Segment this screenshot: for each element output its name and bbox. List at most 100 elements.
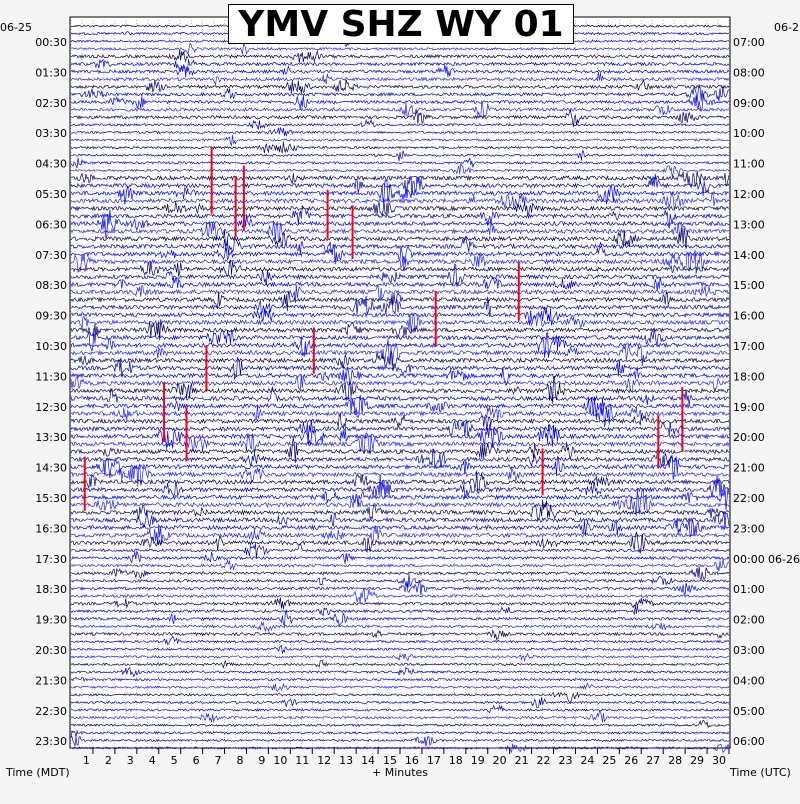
right-hour-label: 07:00 <box>733 36 765 49</box>
left-hour-label: 22:30 <box>35 705 67 718</box>
trace-row <box>70 173 730 196</box>
trace-row <box>70 682 730 692</box>
trace-row <box>70 588 730 603</box>
trace-row <box>70 94 730 112</box>
right-hour-label: 12:00 <box>733 188 765 201</box>
x-tick-label: 10 <box>273 754 287 767</box>
trace-row <box>70 157 730 169</box>
x-tick-label: 4 <box>149 754 156 767</box>
trace-row <box>70 629 730 641</box>
x-tick-label: 6 <box>193 754 200 767</box>
trace-row <box>70 249 730 274</box>
right-hour-label: 17:00 <box>733 340 765 353</box>
x-tick-label: 15 <box>383 754 397 767</box>
x-tick-label: 17 <box>427 754 441 767</box>
trace-row <box>70 42 730 55</box>
trace-row <box>70 306 730 326</box>
trace-row <box>71 49 730 63</box>
left-hour-label: 00:30 <box>35 36 67 49</box>
trace-row <box>70 200 730 217</box>
trace-row <box>70 241 730 265</box>
trace-row <box>70 454 729 480</box>
x-tick-label: 21 <box>515 754 529 767</box>
left-hour-label: 04:30 <box>35 158 67 171</box>
trace-row <box>70 597 730 610</box>
right-hour-label: 15:00 <box>733 279 765 292</box>
trace-row <box>70 487 730 517</box>
trace-row <box>70 276 730 292</box>
x-tick-label: 2 <box>105 754 112 767</box>
trace-row <box>70 64 730 78</box>
label-layer: 06-25 06-2 00:30 01:30 02:30 03:30 04:30 05:30 0… <box>0 21 800 779</box>
trace-row <box>70 100 730 119</box>
right-date-label: 06-2 <box>774 21 799 34</box>
left-hour-label: 11:30 <box>35 370 67 383</box>
trace-row <box>70 58 730 73</box>
trace-row <box>70 558 730 572</box>
x-tick-label: 28 <box>668 754 682 767</box>
x-tick-label: 9 <box>258 754 265 767</box>
left-hour-label: 13:30 <box>35 431 67 444</box>
left-hour-label: 15:30 <box>35 492 67 505</box>
left-hour-label: 05:30 <box>35 188 67 201</box>
trace-row <box>70 290 730 312</box>
trace-row <box>70 579 730 596</box>
trace-row <box>70 437 730 463</box>
trace-row <box>70 419 730 441</box>
right-hour-label: 22:00 <box>733 492 765 505</box>
trace-row <box>70 524 730 545</box>
trace-row <box>70 519 730 537</box>
x-tick-label: 18 <box>449 754 463 767</box>
right-hour-label: 08:00 <box>733 66 765 79</box>
trace-row <box>70 609 730 628</box>
trace-row <box>70 704 730 714</box>
trace-row <box>70 284 730 303</box>
trace-row <box>70 150 730 162</box>
left-axis-label: Time (MDT) <box>5 766 70 779</box>
left-hour-label: 08:30 <box>35 279 67 292</box>
right-hour-label: 21:00 <box>733 462 765 475</box>
x-tick-label: 12 <box>317 754 331 767</box>
trace-row <box>70 295 730 318</box>
trace-row <box>70 710 730 723</box>
right-hour-label: 13:00 <box>733 218 765 231</box>
x-tick-label: 14 <box>361 754 375 767</box>
trace-row <box>70 311 730 332</box>
trace-row <box>70 220 730 242</box>
right-hour-label: 10:00 <box>733 127 765 140</box>
trace-row <box>70 499 730 523</box>
right-hour-label: 01:00 <box>733 583 765 596</box>
trace-row <box>70 327 730 352</box>
trace-row <box>70 621 730 633</box>
left-date-label: 06-25 <box>0 21 32 34</box>
trace-row <box>70 109 729 128</box>
trace-row <box>70 697 730 708</box>
trace-row <box>71 719 730 729</box>
x-tick-label: 24 <box>580 754 594 767</box>
right-axis-label: Time (UTC) <box>729 766 791 779</box>
x-tick-label: 25 <box>602 754 616 767</box>
right-hour-label: 23:00 <box>733 522 765 535</box>
x-tick-label: 11 <box>295 754 309 767</box>
right-hour-label: 00:00 <box>733 553 765 566</box>
left-hour-label: 17:30 <box>35 553 67 566</box>
trace-row <box>70 475 730 500</box>
left-hour-label: 01:30 <box>35 66 67 79</box>
x-tick-label: 5 <box>171 754 178 767</box>
trace-row <box>70 550 730 564</box>
trace-row <box>70 118 730 130</box>
left-hour-label: 14:30 <box>35 462 67 475</box>
left-hour-label: 12:30 <box>35 401 67 414</box>
right-hour-label: 20:00 <box>733 431 765 444</box>
trace-row <box>70 259 730 277</box>
right-hour-label: 03:00 <box>733 644 765 657</box>
trace-row <box>70 263 730 287</box>
right-hour-label: 14:00 <box>733 249 765 262</box>
trace-row <box>70 386 730 406</box>
left-hour-label: 09:30 <box>35 310 67 323</box>
trace-row <box>70 635 730 645</box>
x-tick-label: 7 <box>215 754 222 767</box>
right-hour-label: 02:00 <box>733 614 765 627</box>
trace-row <box>70 676 730 683</box>
